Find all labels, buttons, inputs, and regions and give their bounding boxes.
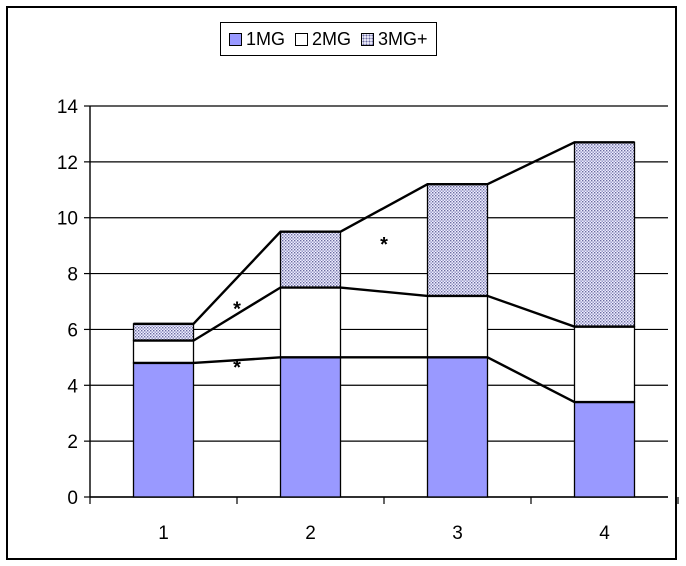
- connector-line-1mg: [133, 356, 635, 404]
- y-tick-label: 2: [67, 432, 78, 453]
- connector-lines: [133, 141, 635, 404]
- x-tick-label: 2: [305, 523, 316, 544]
- bars: [132, 141, 636, 498]
- significance-star: *: [233, 357, 241, 379]
- y-tick-label: 12: [57, 153, 78, 174]
- bar-3mg-plus-2: [279, 231, 342, 289]
- legend-item-3mg-plus: 3MG+: [361, 29, 428, 50]
- legend: 1MG 2MG 3MG+: [220, 22, 437, 56]
- chart-frame: [6, 6, 677, 560]
- legend-label-1mg: 1MG: [246, 28, 286, 49]
- bar-2mg-4: [573, 325, 636, 403]
- y-tick-label: 14: [57, 97, 79, 118]
- bar-2mg-1: [132, 339, 195, 364]
- significance-star: *: [380, 234, 388, 256]
- x-tick-label: 3: [452, 523, 463, 544]
- legend-swatch-3mg-plus: [361, 32, 375, 46]
- y-tick-label: 6: [67, 320, 78, 341]
- legend-label-2mg: 2MG: [312, 28, 352, 49]
- bar-1mg-1: [132, 362, 195, 498]
- y-tick-label: 4: [67, 376, 78, 397]
- bar-3mg-plus-4: [573, 141, 636, 328]
- bar-1mg-4: [573, 401, 636, 498]
- connector-line-3mg-plus: [133, 141, 635, 326]
- y-tick-label: 10: [57, 209, 78, 230]
- legend-swatch-2mg: [295, 32, 309, 46]
- bar-1mg-3: [426, 356, 489, 498]
- legend-swatch-1mg: [229, 32, 242, 46]
- x-tick-label: 1: [158, 523, 169, 544]
- bar-2mg-2: [279, 286, 342, 359]
- legend-item-2mg: 2MG: [295, 29, 351, 50]
- bar-3mg-plus-1: [132, 323, 195, 342]
- y-tick-label: 8: [67, 265, 78, 286]
- connector-line-2mg: [133, 286, 635, 342]
- legend-label-3mg-plus: 3MG+: [378, 28, 428, 49]
- significance-star: *: [233, 298, 241, 320]
- bar-3mg-plus-3: [426, 183, 489, 297]
- legend-item-1mg: 1MG: [229, 29, 285, 50]
- x-tick-label: 4: [599, 523, 610, 544]
- y-tick-label: 0: [67, 488, 78, 509]
- bar-1mg-2: [279, 356, 342, 498]
- bar-2mg-3: [426, 295, 489, 359]
